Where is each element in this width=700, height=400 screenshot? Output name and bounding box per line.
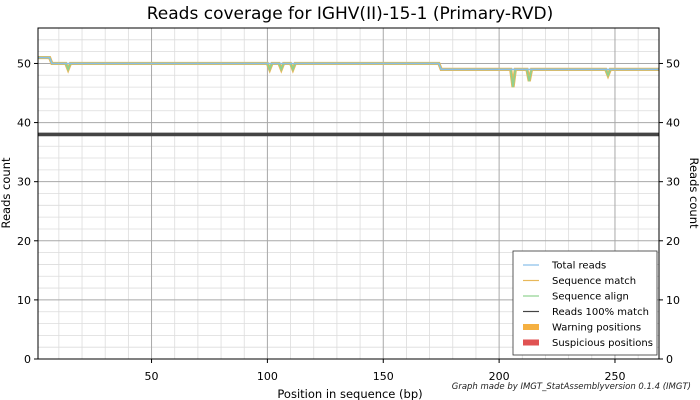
series-layer — [38, 55, 659, 137]
legend-label-total-reads: Total reads — [551, 261, 606, 272]
y-tick-label-left: 20 — [17, 235, 31, 248]
y-axis-ticks: 0 0 10 10 20 20 30 30 40 40 50 50 — [17, 57, 680, 366]
series-line-sequence-match — [38, 55, 659, 88]
legend-label-sequence-align: Sequence align — [552, 292, 629, 303]
y-tick-label-right: 50 — [666, 57, 680, 70]
x-axis-ticks: 50 100 150 200 250 — [145, 359, 625, 383]
y-axis-title: Reads count — [0, 157, 13, 228]
y-tick-label-right: 20 — [666, 235, 680, 248]
x-axis-title: Position in sequence (bp) — [277, 387, 422, 400]
y-tick-label-right: 40 — [666, 117, 680, 130]
footer-note: Graph made by IMGT_StatAssemblyversion 0… — [452, 382, 691, 392]
legend-label-reads-100-match: Reads 100% match — [552, 307, 649, 318]
series-line-total-reads — [38, 56, 659, 71]
y-tick-label-left: 30 — [17, 176, 31, 189]
y-tick-label-right: 0 — [666, 353, 673, 366]
x-tick-label: 50 — [145, 370, 159, 383]
legend-label-sequence-match: Sequence match — [552, 276, 636, 287]
x-tick-label: 200 — [489, 370, 510, 383]
legend-swatch-warning-positions — [523, 324, 539, 330]
x-tick-label: 100 — [257, 370, 278, 383]
y-tick-label-left: 40 — [17, 117, 31, 130]
chart-legend: Total reads Sequence match Sequence align R… — [512, 250, 658, 356]
chart-title: Reads coverage for IGHV(II)-15-1 (Primar… — [147, 4, 554, 24]
x-tick-label: 250 — [604, 370, 625, 383]
legend-swatch-suspicious-positions — [523, 339, 539, 346]
y-tick-label-left: 50 — [17, 57, 31, 70]
y-tick-label-right: 10 — [666, 294, 680, 307]
x-tick-label: 150 — [373, 370, 394, 383]
y-axis-title-right: Reads count — [687, 158, 700, 229]
y-tick-label-right: 30 — [666, 176, 680, 189]
series-line-sequence-align — [38, 56, 659, 88]
y-tick-label-left: 0 — [24, 353, 31, 366]
legend-label-warning-positions: Warning positions — [552, 323, 641, 334]
y-tick-label-left: 10 — [17, 294, 31, 307]
legend-box — [512, 250, 658, 356]
plot-frame — [37, 27, 660, 360]
legend-label-suspicious-positions: Suspicious positions — [552, 338, 653, 349]
